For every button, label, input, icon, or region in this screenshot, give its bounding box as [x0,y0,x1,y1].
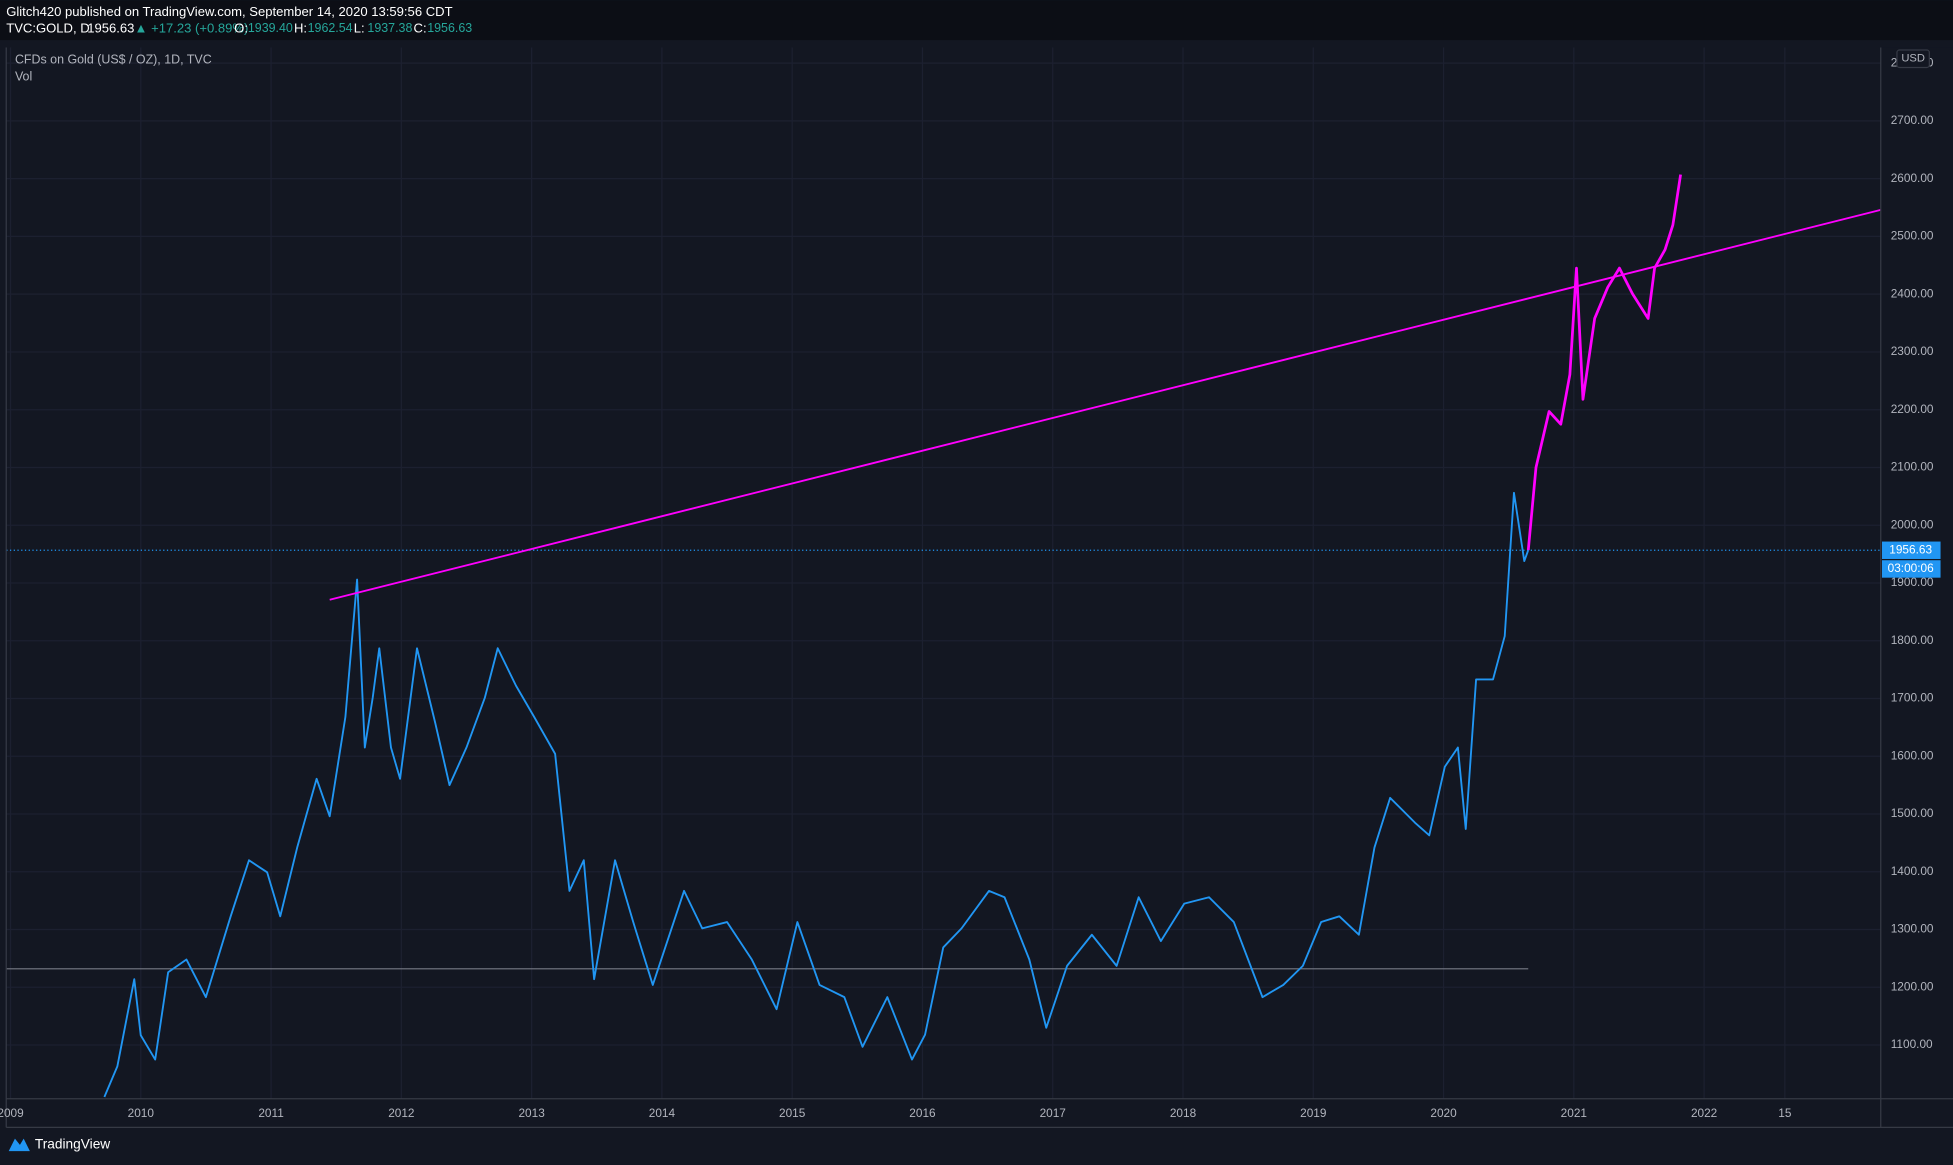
y-tick-label: 1800.00 [1891,633,1934,647]
logo-icon[interactable] [8,1138,30,1152]
plot [6,47,1881,1099]
quote-item: O: [234,20,248,35]
trend-line [329,208,1881,601]
x-tick-label: 2011 [258,1106,283,1120]
footer-logo[interactable]: TradingView [8,1136,111,1152]
price-line [1526,174,1682,551]
x-tick-label: 2017 [1040,1106,1066,1120]
x-tick-label: 2015 [779,1106,806,1120]
x-tick-label: 2021 [1561,1106,1587,1120]
x-tick-label: 2013 [518,1106,545,1120]
quote-item: 1962.54 [308,21,353,35]
price-axis [1880,47,1953,1128]
chart-subtitle: Vol [15,70,32,84]
quote-item: TVC:GOLD, D [6,20,89,35]
quote-item: L: [354,20,365,35]
x-tick-label: 2019 [1300,1106,1327,1120]
x-tick-label: 2010 [128,1106,155,1120]
x-tick-label: 15 [1778,1106,1792,1120]
quote-item: 1937.38 [367,21,412,35]
y-tick-label: 1100.00 [1891,1037,1933,1051]
y-tick-label: 1500.00 [1891,806,1934,820]
y-tick-label: 2400.00 [1891,286,1934,300]
axes: 1100.00 1200.00 1300.00 1400.00 1500.00 1600.… [0,55,1941,1120]
y-tick-label: 1400.00 [1891,864,1934,878]
currency[interactable]: USD [1901,53,1925,65]
y-tick-label: 1300.00 [1891,922,1934,936]
countdown-label: 03:00:06 [1888,561,1934,575]
header-bar [0,0,1953,41]
x-tick-label: 2018 [1170,1106,1197,1120]
x-tick-label: 2020 [1430,1106,1457,1120]
quote-item: H: [294,20,307,35]
y-tick-label: 2700.00 [1891,113,1934,127]
countdown-box [1882,560,1941,578]
y-tick-label: 2200.00 [1891,402,1934,416]
chart-title: CFDs on Gold (US$ / OZ), 1D, TVC [15,52,212,66]
quote-item: 1956.63 [87,20,134,35]
x-tick-label: 2022 [1691,1106,1717,1120]
y-tick-label: 1900.00 [1891,575,1934,589]
y-tick-label: 2000.00 [1891,517,1934,531]
quote-item: 1956.63 [427,21,472,35]
quote-item: ▲ +17.23 (+0.89%) [135,20,249,35]
x-tick-label: 2014 [649,1106,676,1120]
x-tick-label: 2009 [0,1106,24,1120]
y-tick-label: 2100.00 [1891,460,1934,474]
y-tick-label: 1700.00 [1891,691,1934,705]
last-price-box [1882,541,1941,559]
quote-item: C: [414,20,427,35]
y-tick-label: 2300.00 [1891,344,1934,358]
published-line: Glitch420 published on TradingView.com, … [6,4,452,19]
y-tick-label: 2500.00 [1891,229,1934,243]
brand[interactable]: TradingView [35,1136,110,1151]
y-tick-label: 2600.00 [1891,171,1934,185]
last-price-label: 1956.63 [1889,542,1932,556]
x-tick-label: 2016 [909,1106,936,1120]
currency-box[interactable] [1896,49,1930,69]
price-line [103,491,1530,1098]
y-tick-label: 1600.00 [1891,748,1934,762]
y-tick-label: 1200.00 [1891,979,1934,993]
x-tick-label: 2012 [388,1106,414,1120]
quote-item: 1939.40 [248,21,293,35]
